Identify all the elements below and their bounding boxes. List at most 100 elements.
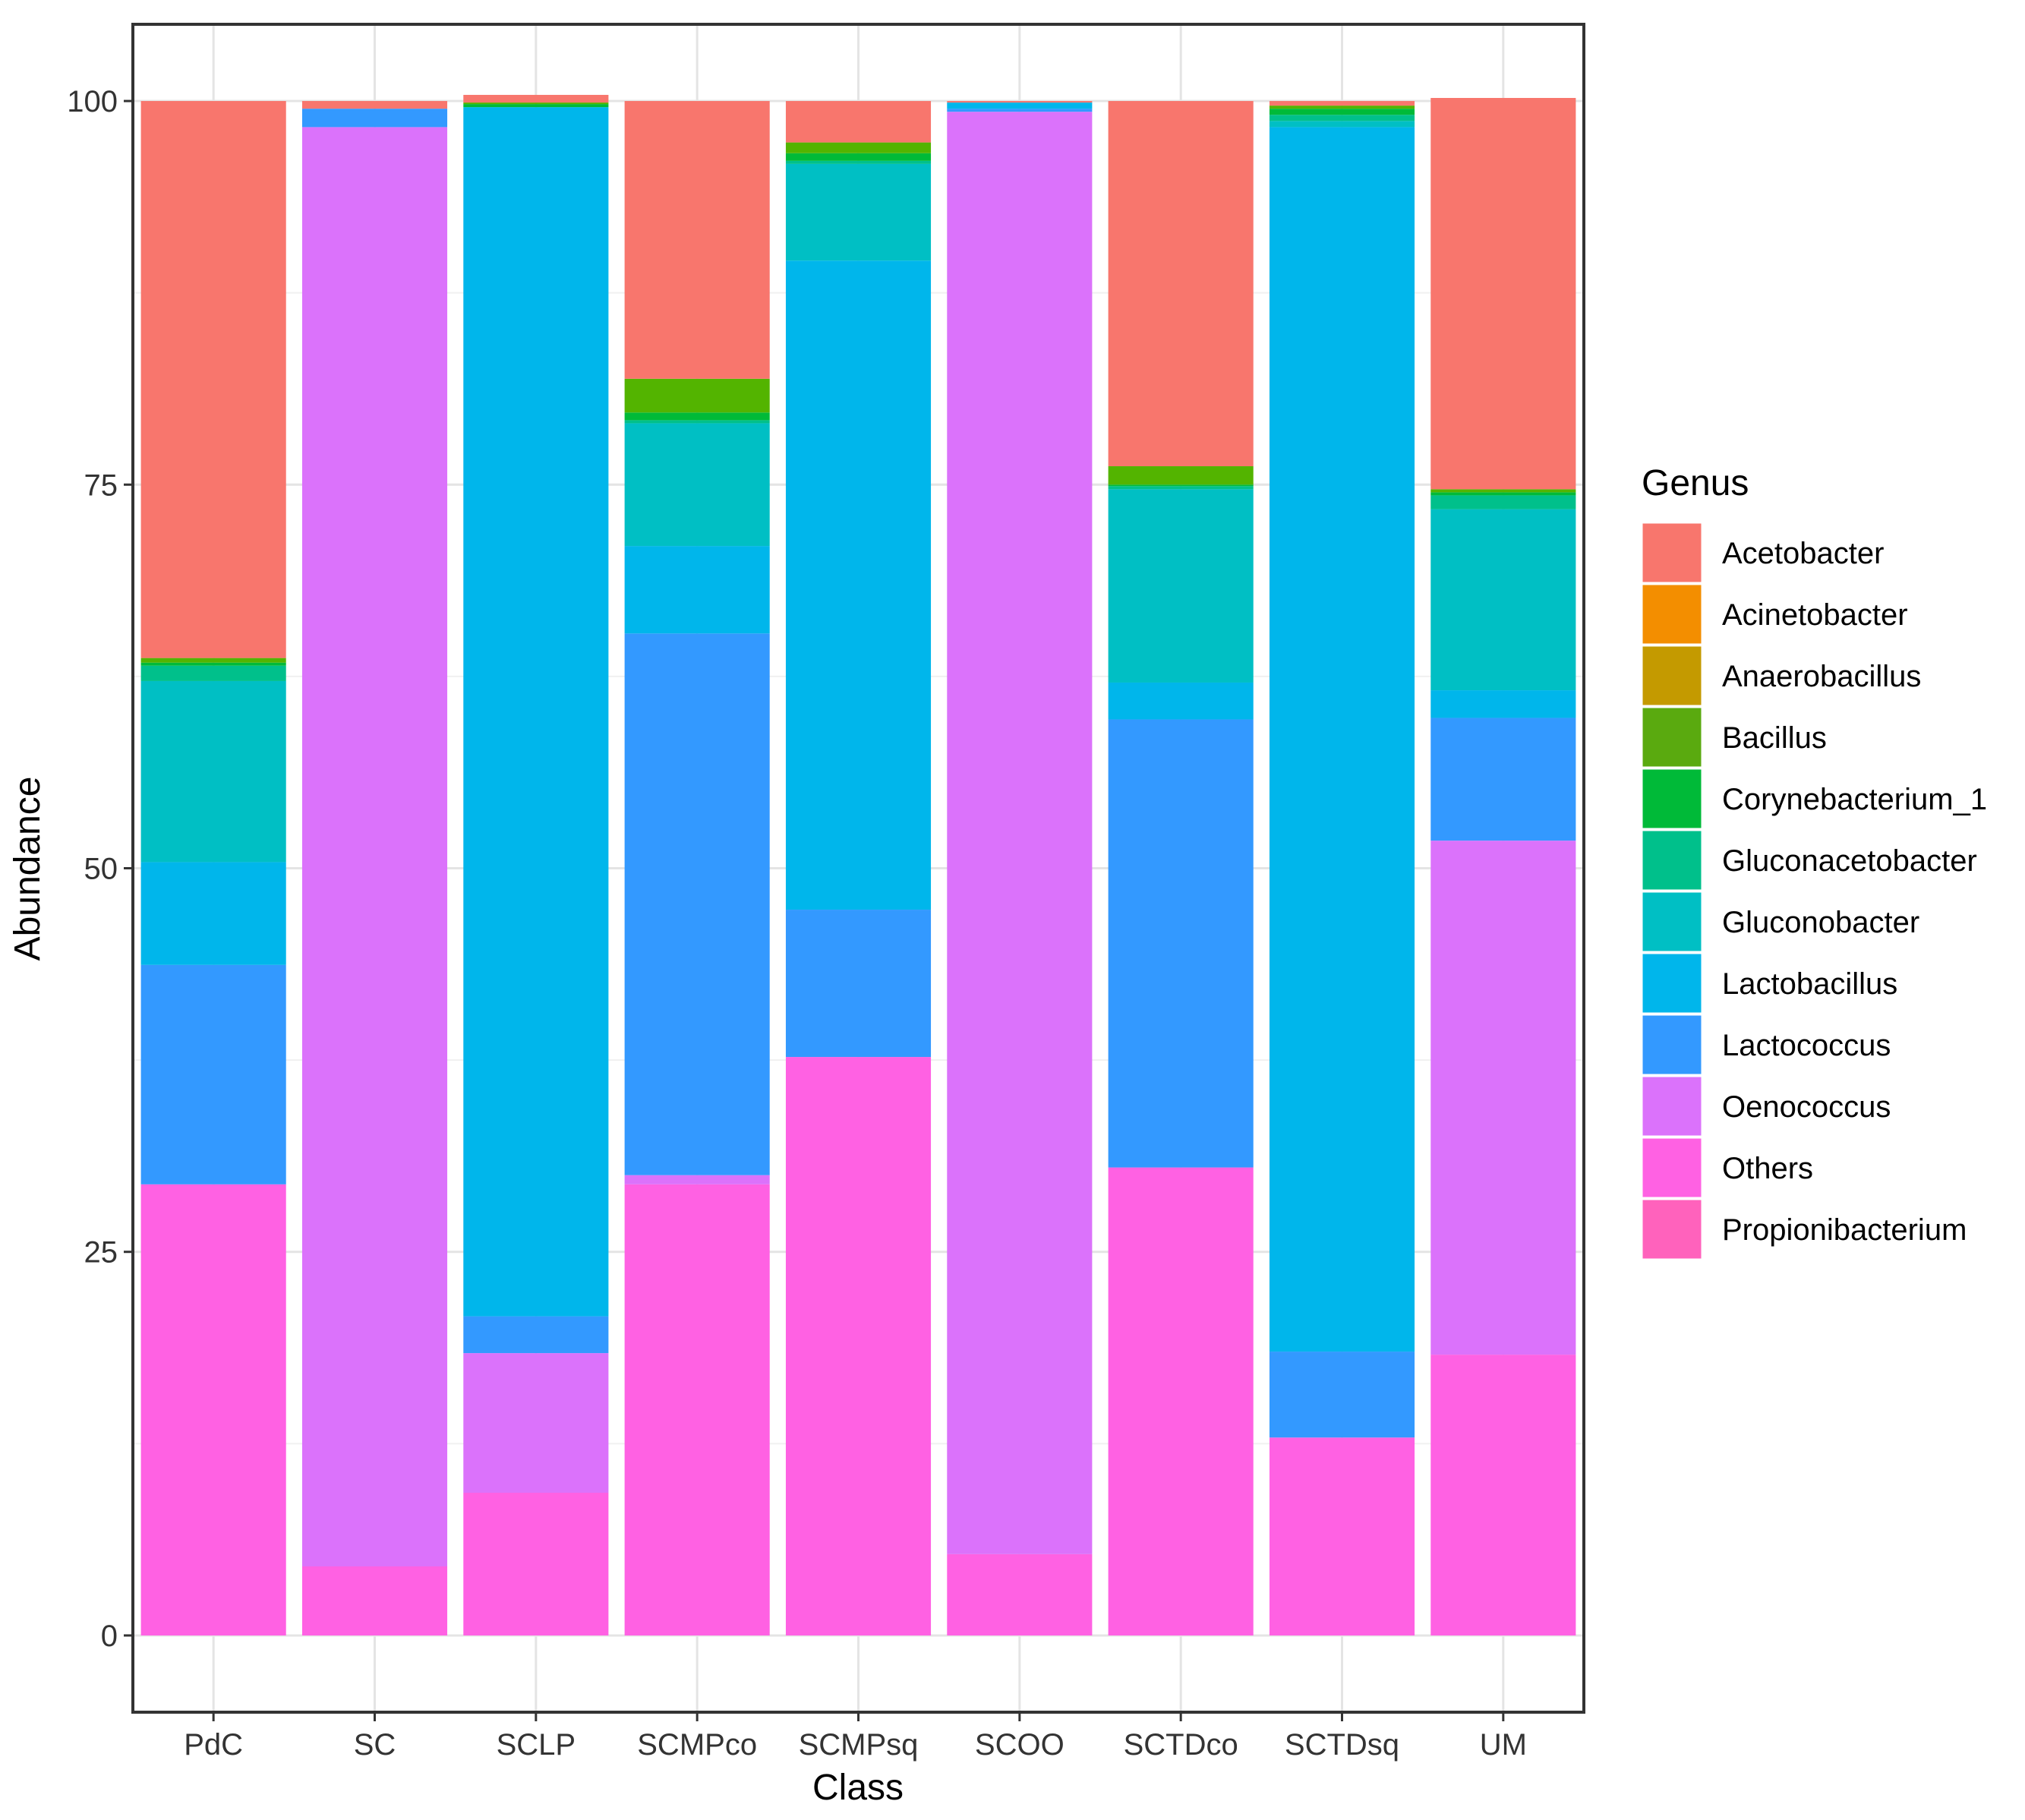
- legend: Acetobacter Acinetobacter Anaerobacillus Ba…: [1640, 521, 1987, 1261]
- bar-segment-PdC-lactobacillus: [140, 862, 286, 965]
- y-tick-label: 50: [84, 853, 118, 886]
- bar-segment-SCTDsq-lactococcus: [1269, 1352, 1415, 1438]
- x-tick-label-SCOO: SCOO: [975, 1728, 1065, 1762]
- bar-segment-SCLP-acetobacter: [463, 94, 609, 103]
- bar-segment-SCTDco-bacillus: [1108, 466, 1254, 485]
- y-tick-label: 100: [67, 85, 118, 118]
- bar-segment-UM-gluconacetobacter: [1430, 495, 1576, 509]
- bar-segment-SCMPsq-bacillus: [785, 142, 932, 153]
- x-axis-ticks: PdC SC SCLP SCMPco SCMPsq SCOO SCTDco SCTDsq UM: [184, 1712, 1527, 1762]
- legend-label-anaerobacillus: Anaerobacillus: [1722, 660, 1921, 693]
- legend-key-anaerobacillus: [1640, 644, 1704, 708]
- bar-segment-SCTDsq-acetobacter: [1269, 101, 1415, 106]
- bar-segment-SC-oenococcus: [301, 127, 448, 1567]
- legend-key-acinetobacter: [1640, 582, 1704, 646]
- bar-segment-SCMPsq-gluconobacter: [785, 163, 932, 261]
- bar-segment-SCOO-acetobacter: [947, 101, 1093, 103]
- bar-segment-SCTDsq-gluconobacter: [1269, 121, 1415, 128]
- bar-segment-SCMPco-gluconacetobacter: [624, 420, 770, 424]
- bar-segment-SCMPco-corynebacterium_1: [624, 412, 770, 421]
- bar-segment-UM-lactobacillus: [1430, 690, 1576, 718]
- x-tick-label-PdC: PdC: [184, 1728, 243, 1762]
- y-axis-ticks: 0 25 50 75 100: [67, 85, 133, 1653]
- legend-label-bacillus: Bacillus: [1722, 721, 1827, 755]
- bar-segment-SCLP-oenococcus: [463, 1353, 609, 1494]
- bars: [140, 94, 1576, 1635]
- legend-label-lactobacillus: Lactobacillus: [1722, 967, 1897, 1001]
- bar-segment-SCMPco-bacillus: [624, 378, 770, 413]
- y-axis-title: Abundance: [8, 777, 48, 961]
- legend-label-gluconacetobacter: Gluconacetobacter: [1722, 844, 1977, 878]
- bar-segment-SCTDsq-gluconacetobacter: [1269, 115, 1415, 121]
- bar-segment-UM-bacillus: [1430, 489, 1576, 493]
- x-tick-label-SC: SC: [354, 1728, 396, 1762]
- bar-segment-SCTDco-acetobacter: [1108, 101, 1254, 467]
- legend-title: Genus: [1642, 463, 1749, 503]
- bar-segment-SC-acetobacter: [301, 101, 448, 109]
- legend-key-gluconacetobacter: [1640, 828, 1704, 892]
- x-tick-label-SCTDsq: SCTDsq: [1285, 1728, 1399, 1762]
- bar-segment-PdC-gluconobacter: [140, 680, 286, 863]
- bar-segment-SC-others: [301, 1566, 448, 1635]
- legend-label-gluconobacter: Gluconobacter: [1722, 906, 1919, 939]
- bar-segment-SCMPsq-corynebacterium_1: [785, 153, 932, 161]
- bar-segment-SCOO-oenococcus: [947, 112, 1093, 1554]
- legend-key-lactobacillus: [1640, 951, 1704, 1015]
- bar-segment-PdC-acetobacter: [140, 101, 286, 658]
- legend-key-bacillus: [1640, 705, 1704, 769]
- legend-key-oenococcus: [1640, 1074, 1704, 1138]
- bar-segment-UM-acetobacter: [1430, 98, 1576, 490]
- bar-segment-PdC-lactococcus: [140, 964, 286, 1184]
- bar-segment-PdC-bacillus: [140, 658, 286, 663]
- legend-key-propionibacterium: [1640, 1197, 1704, 1261]
- legend-label-acetobacter: Acetobacter: [1722, 537, 1884, 570]
- bar-segment-SCTDco-gluconobacter: [1108, 489, 1254, 683]
- bar-segment-SCMPsq-others: [785, 1057, 932, 1635]
- legend-label-propionibacterium: Propionibacterium: [1722, 1213, 1967, 1247]
- bar-segment-UM-others: [1430, 1355, 1576, 1635]
- legend-key-others: [1640, 1136, 1704, 1200]
- bar-segment-SCTDsq-bacillus: [1269, 106, 1415, 109]
- bar-segment-SCLP-bacillus: [463, 103, 609, 105]
- bar-segment-SCTDsq-lactobacillus: [1269, 127, 1415, 1352]
- bar-segment-SCMPco-lactobacillus: [624, 546, 770, 634]
- bar-segment-SCMPsq-gluconacetobacter: [785, 160, 932, 164]
- legend-key-corynebacterium_1: [1640, 767, 1704, 831]
- bar-segment-PdC-gluconacetobacter: [140, 665, 286, 681]
- x-tick-label-UM: UM: [1480, 1728, 1527, 1762]
- bar-segment-SCTDco-others: [1108, 1167, 1254, 1635]
- x-tick-label-SCMPsq: SCMPsq: [799, 1728, 919, 1762]
- bar-segment-PdC-corynebacterium_1: [140, 662, 286, 666]
- x-axis-title: Class: [812, 1768, 904, 1808]
- bar-segment-SCMPco-oenococcus: [624, 1175, 770, 1184]
- legend-key-acetobacter: [1640, 521, 1704, 585]
- bar-segment-SCLP-lactococcus: [463, 1316, 609, 1354]
- legend-key-gluconobacter: [1640, 890, 1704, 954]
- x-tick-label-SCTDco: SCTDco: [1124, 1728, 1238, 1762]
- bar-segment-SCMPsq-lactobacillus: [785, 260, 932, 910]
- bar-segment-SCOO-lactobacillus: [947, 103, 1093, 109]
- bar-segment-SCTDsq-others: [1269, 1437, 1415, 1635]
- bar-segment-SCMPco-lactococcus: [624, 633, 770, 1175]
- bar-segment-UM-lactococcus: [1430, 718, 1576, 841]
- y-tick-label: 75: [84, 468, 118, 502]
- x-tick-label-SCMPco: SCMPco: [637, 1728, 757, 1762]
- bar-segment-SCLP-lactobacillus: [463, 107, 609, 1317]
- bar-segment-SCTDco-lactococcus: [1108, 719, 1254, 1168]
- legend-label-acinetobacter: Acinetobacter: [1722, 598, 1908, 632]
- bar-segment-UM-oenococcus: [1430, 841, 1576, 1355]
- legend-key-lactococcus: [1640, 1013, 1704, 1077]
- bar-segment-SCLP-corynebacterium_1: [463, 104, 609, 108]
- bar-segment-SCTDco-corynebacterium_1: [1108, 484, 1254, 487]
- bar-segment-SCMPco-others: [624, 1184, 770, 1635]
- bar-segment-UM-corynebacterium_1: [1430, 492, 1576, 496]
- bar-segment-SCTDsq-corynebacterium_1: [1269, 109, 1415, 115]
- bar-segment-SCLP-others: [463, 1493, 609, 1635]
- bar-segment-SCMPco-acetobacter: [624, 101, 770, 379]
- legend-label-corynebacterium_1: Corynebacterium_1: [1722, 783, 1987, 816]
- bar-segment-SCOO-others: [947, 1553, 1093, 1635]
- bar-segment-UM-gluconobacter: [1430, 509, 1576, 691]
- bar-segment-SCMPco-gluconobacter: [624, 423, 770, 547]
- y-tick-label: 0: [101, 1620, 118, 1653]
